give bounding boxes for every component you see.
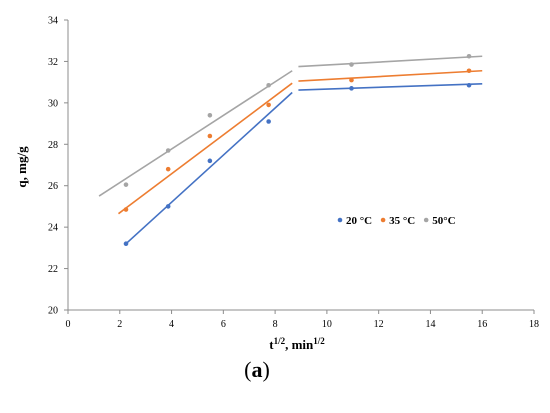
data-point (466, 53, 472, 59)
data-point (207, 112, 213, 118)
figure-caption: (a) (244, 357, 270, 382)
fit-line (298, 69, 483, 82)
fit-lines (98, 55, 483, 245)
y-tick-label: 22 (48, 264, 58, 275)
x-tick-label: 6 (221, 319, 226, 330)
x-tick-label: 4 (169, 319, 174, 330)
axes (64, 19, 535, 314)
fit-line (125, 91, 293, 245)
legend-entry: 20 °C (346, 215, 372, 227)
legend-marker (380, 217, 386, 223)
x-tick-label: 8 (273, 319, 278, 330)
y-tick-label: 28 (48, 140, 58, 151)
x-tick-label: 10 (322, 319, 332, 330)
x-tick-label: 2 (117, 319, 122, 330)
data-point (207, 158, 213, 164)
data-point (466, 82, 472, 88)
data-point (207, 133, 213, 139)
y-tick-label: 34 (48, 16, 58, 27)
data-point (165, 204, 171, 209)
y-axis-label: q, mg/g (14, 146, 29, 188)
data-point (123, 241, 129, 247)
x-tick-label: 12 (374, 319, 384, 330)
data-point (165, 166, 171, 172)
fit-line (118, 82, 293, 215)
legend: 20 °C 35 °C 50°C (337, 215, 456, 227)
data-point (349, 62, 354, 67)
data-points (123, 53, 472, 247)
fit-line (98, 70, 293, 197)
data-point (349, 77, 354, 83)
x-tick-label: 0 (66, 319, 71, 330)
x-tick-label: 14 (425, 319, 435, 330)
data-point (349, 86, 354, 91)
data-point (165, 148, 171, 153)
y-tick-label: 32 (48, 57, 58, 68)
legend-marker (423, 217, 429, 223)
x-tick-label: 16 (477, 319, 487, 330)
x-axis-label: t1/2, min1/2 (269, 336, 325, 352)
data-point (466, 68, 472, 74)
y-tick-label: 20 (48, 306, 58, 317)
legend-entry: 35 °C (389, 215, 415, 227)
fit-line (298, 83, 483, 91)
data-point (123, 182, 129, 187)
data-point (266, 119, 271, 124)
fit-line (298, 55, 483, 68)
legend-marker (337, 217, 343, 223)
data-point (266, 82, 271, 88)
y-tick-label: 30 (48, 98, 58, 109)
data-point (266, 102, 271, 108)
y-tick-label: 24 (48, 223, 58, 234)
legend-entry: 50°C (432, 215, 455, 227)
x-tick-label: 18 (529, 319, 539, 330)
y-tick-label: 26 (48, 181, 58, 192)
data-point (123, 207, 129, 212)
